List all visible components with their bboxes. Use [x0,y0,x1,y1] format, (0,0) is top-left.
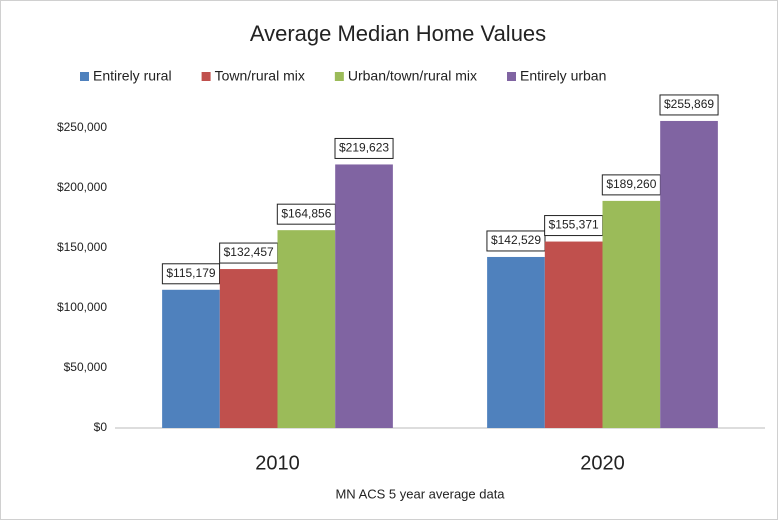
y-tick-label: $50,000 [64,360,108,374]
value-label-box [161,263,221,285]
x-tick-label: 2010 [255,452,300,474]
bar [660,120,718,428]
value-label: $142,529 [491,233,541,247]
value-label: $155,371 [549,218,599,232]
legend-swatch [334,72,344,81]
y-tick-label: $100,000 [57,300,107,314]
bar [277,230,336,428]
value-label: $115,179 [166,266,215,280]
bar [335,164,393,428]
bar [544,241,603,428]
bar [602,200,661,428]
value-label-box [334,137,394,159]
value-label: $189,260 [606,177,656,191]
bar [219,269,278,428]
value-label-box [659,94,719,116]
value-label-box [486,230,546,252]
x-axis-title: MN ACS 5 year average data [335,486,505,501]
value-label: $164,856 [281,206,331,220]
bar [487,256,545,428]
value-label: $219,623 [339,141,389,155]
legend-label: Urban/town/rural mix [348,68,477,84]
y-tick-label: $200,000 [57,180,107,194]
value-label: $132,457 [224,245,274,259]
y-tick-label: $0 [94,420,108,434]
legend-label: Entirely rural [93,68,172,84]
legend-label: Town/rural mix [215,68,305,84]
bar [162,289,220,428]
legend-swatch [80,72,89,81]
legend-swatch [201,72,211,81]
y-tick-label: $150,000 [57,240,107,254]
value-label: $255,869 [664,97,714,111]
legend-swatch [507,72,516,81]
x-tick-label: 2020 [580,452,625,474]
legend-label: Entirely urban [520,68,606,84]
chart-title: Average Median Home Values [250,21,546,46]
y-tick-label: $250,000 [57,120,107,134]
